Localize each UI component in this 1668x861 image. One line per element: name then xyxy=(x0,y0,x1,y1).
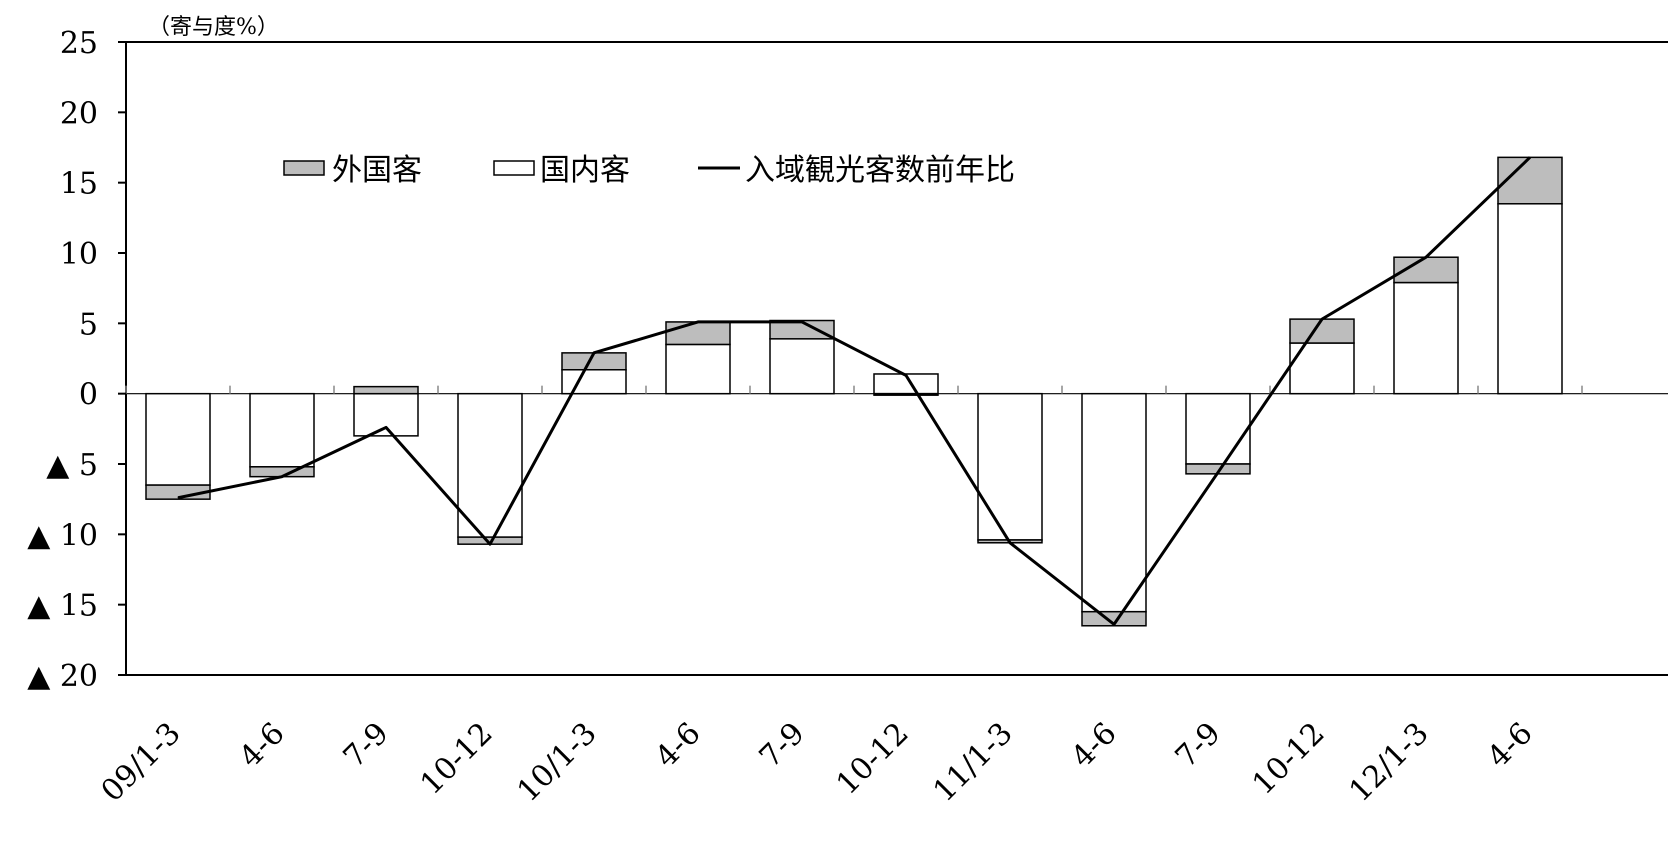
line-point xyxy=(385,426,387,428)
x-tick-label: 12/1-3 xyxy=(1343,716,1436,809)
x-tick-label: 4-6 xyxy=(1481,716,1540,775)
line-layer xyxy=(177,156,1532,626)
line-point xyxy=(801,321,803,323)
bar-domestic xyxy=(977,392,1043,541)
bar-domestic xyxy=(1185,392,1251,465)
y-tick-label: 0 xyxy=(79,378,98,413)
y-tick-label: 20 xyxy=(60,96,98,131)
legend-foreign-swatch xyxy=(283,160,325,176)
y-tick-label: 25 xyxy=(60,26,98,61)
line-point xyxy=(281,476,283,478)
line-point xyxy=(1009,542,1011,544)
bar-foreign xyxy=(1289,318,1355,344)
line-point xyxy=(489,543,491,545)
x-tick-label: 11/1-3 xyxy=(927,716,1020,809)
bar-domestic xyxy=(769,338,835,395)
line-point xyxy=(697,321,699,323)
line-point xyxy=(593,352,595,354)
bar-foreign xyxy=(353,385,419,395)
bar-domestic xyxy=(249,392,315,468)
bar-foreign xyxy=(1497,156,1563,205)
x-tick-label: 09/1-3 xyxy=(95,716,188,809)
bar-domestic xyxy=(665,343,731,395)
y-tick-label: ▲ 15 xyxy=(27,589,98,624)
bar-foreign xyxy=(665,321,731,346)
y-tick-label: ▲ 20 xyxy=(27,659,98,694)
x-tick-label: 7-9 xyxy=(753,716,812,775)
bar-domestic xyxy=(561,369,627,395)
bar-foreign xyxy=(873,392,939,396)
line-point xyxy=(1529,156,1531,158)
line-point xyxy=(1321,318,1323,320)
x-tick-label: 10-12 xyxy=(830,716,916,802)
x-tick-label: 10/1-3 xyxy=(511,716,604,809)
legend-total-label: 入域観光客数前年比 xyxy=(745,153,1015,188)
bar-domestic xyxy=(1393,281,1459,395)
y-tick-label: ▲ 5 xyxy=(46,448,98,483)
bar-domestic xyxy=(353,392,419,437)
x-tick-label: 7-9 xyxy=(337,716,396,775)
y-tick-label: 5 xyxy=(79,307,98,342)
unit-label: （寄与度%） xyxy=(148,15,279,40)
legend-foreign-label: 外国客 xyxy=(332,153,422,188)
bar-domestic xyxy=(1497,203,1563,395)
bar-domestic xyxy=(145,392,211,486)
x-tick-label: 10-12 xyxy=(414,716,500,802)
y-tick-label: 10 xyxy=(60,237,98,272)
line-point xyxy=(1217,471,1219,473)
line-point xyxy=(1113,623,1115,625)
series-line-total xyxy=(177,156,1532,626)
x-tick-label: 4-6 xyxy=(233,716,292,775)
x-tick-label: 4-6 xyxy=(649,716,708,775)
line-point xyxy=(177,497,179,499)
bar-domestic xyxy=(1081,392,1147,613)
x-tick-label: 10-12 xyxy=(1246,716,1332,802)
legend: 外国客 国内客 入域観光客数前年比 xyxy=(283,153,1015,188)
line-point xyxy=(1425,256,1427,258)
x-tick-label: 7-9 xyxy=(1169,716,1228,775)
bar-domestic xyxy=(457,392,523,538)
y-tick-label: 15 xyxy=(60,167,98,202)
line-point xyxy=(905,374,907,376)
legend-domestic-label: 国内客 xyxy=(540,153,630,188)
x-tick-label: 4-6 xyxy=(1065,716,1124,775)
legend-domestic-swatch xyxy=(493,160,535,176)
bar-layer xyxy=(145,156,1563,627)
y-tick-label: ▲ 10 xyxy=(27,518,98,553)
